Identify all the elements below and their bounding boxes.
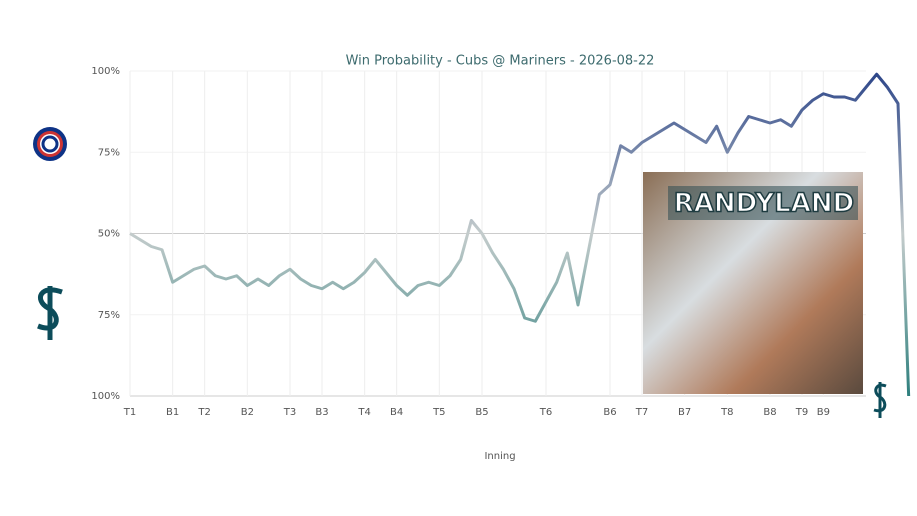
photo-caption: RANDYLAND bbox=[674, 189, 854, 219]
x-tick-label: B1 bbox=[166, 407, 179, 418]
x-tick-label: T1 bbox=[123, 407, 136, 418]
y-tick-label: 75% bbox=[98, 310, 120, 321]
cubs-logo bbox=[33, 127, 67, 161]
x-tick-label: B5 bbox=[475, 407, 488, 418]
x-tick-label: T7 bbox=[635, 407, 648, 418]
overlay-photo: RANDYLAND bbox=[643, 172, 863, 394]
x-tick-label: T9 bbox=[795, 407, 808, 418]
x-tick-label: B7 bbox=[678, 407, 691, 418]
x-tick-label: T2 bbox=[197, 407, 210, 418]
x-tick-label: T5 bbox=[432, 407, 445, 418]
x-tick-label: T3 bbox=[283, 407, 296, 418]
x-tick-label: T8 bbox=[720, 407, 733, 418]
mariners-logo bbox=[37, 286, 63, 340]
win-probability-line bbox=[129, 72, 911, 397]
x-tick-label: T6 bbox=[539, 407, 552, 418]
x-tick-label: B9 bbox=[817, 407, 830, 418]
x-axis-label: Inning bbox=[484, 451, 515, 462]
x-tick-label: B3 bbox=[315, 407, 328, 418]
x-tick-label: B8 bbox=[763, 407, 776, 418]
x-tick-label: T4 bbox=[357, 407, 370, 418]
x-tick-label: B6 bbox=[603, 407, 616, 418]
y-tick-label: 100% bbox=[91, 391, 120, 402]
mariners-logo-small bbox=[873, 382, 887, 418]
y-tick-label: 75% bbox=[98, 147, 120, 158]
x-tick-label: B4 bbox=[390, 407, 403, 418]
y-tick-label: 50% bbox=[98, 229, 120, 240]
x-tick-label: B2 bbox=[241, 407, 254, 418]
y-tick-label: 100% bbox=[91, 66, 120, 77]
chart-title: Win Probability - Cubs @ Mariners - 2026… bbox=[346, 54, 655, 69]
